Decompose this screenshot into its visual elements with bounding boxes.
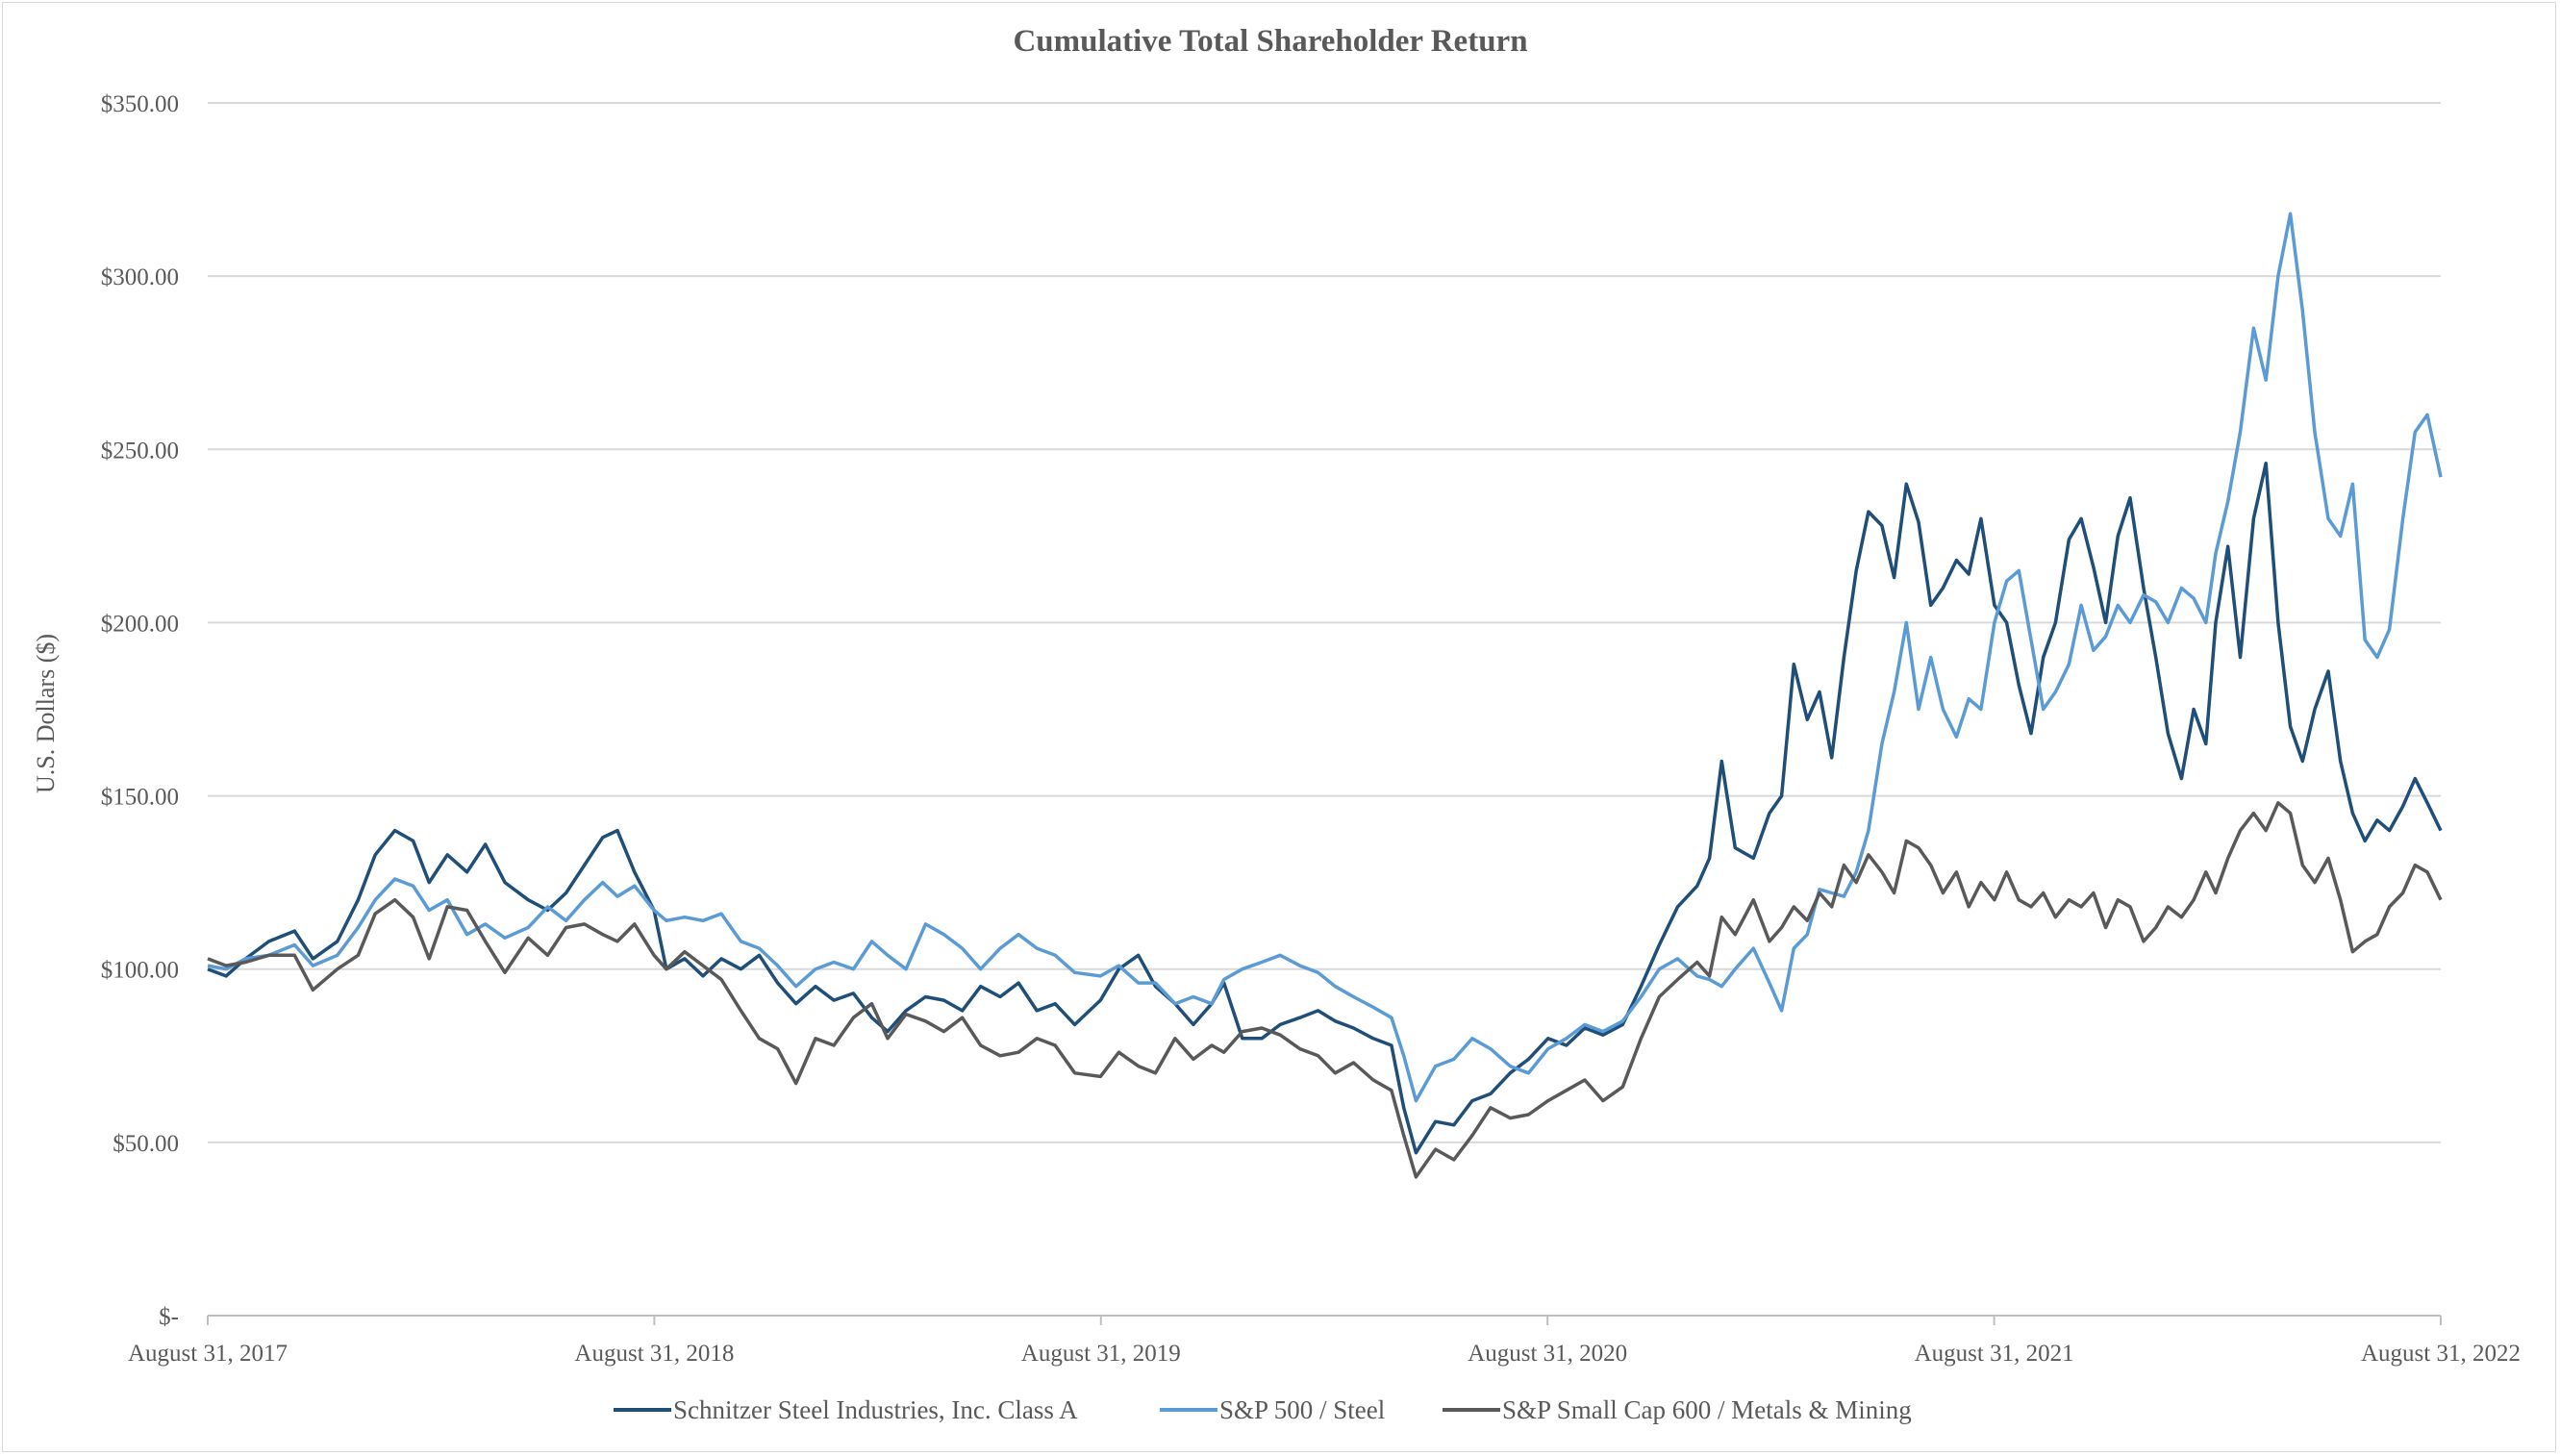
chart-title: Cumulative Total Shareholder Return <box>1013 24 1527 59</box>
y-tick-label: $250.00 <box>101 438 179 464</box>
y-axis-ticks: $- $50.00 $100.00 $150.00 $200.00 $250.00 $300… <box>101 91 179 1330</box>
y-tick-label: $150.00 <box>101 785 179 811</box>
y-tick-label: $300.00 <box>101 264 179 290</box>
series-line-2 <box>207 212 2443 1103</box>
x-tick-label: August 31, 2017 <box>128 1341 288 1367</box>
y-tick-label: $- <box>159 1304 179 1330</box>
x-tick-label: August 31, 2020 <box>1468 1341 1627 1367</box>
x-tick-label: August 31, 2019 <box>1021 1341 1181 1367</box>
y-tick-label: $350.00 <box>101 91 179 117</box>
y-axis-title: U.S. Dollars ($) <box>32 634 60 793</box>
series-lines <box>207 212 2443 1179</box>
y-tick-label: $100.00 <box>101 958 179 984</box>
y-tick-label: $50.00 <box>113 1131 179 1157</box>
series-line-3 <box>207 801 2443 1179</box>
series-line-1 <box>207 461 2443 1155</box>
legend-label: S&P Small Cap 600 / Metals & Mining <box>1502 1395 1912 1424</box>
x-axis: August 31, 2017 August 31, 2018 August 31,… <box>128 1315 2521 1367</box>
gridlines <box>208 102 2441 1143</box>
x-tick-label: August 31, 2022 <box>2361 1341 2521 1367</box>
legend-label: S&P 500 / Steel <box>1219 1395 1385 1424</box>
y-tick-label: $200.00 <box>101 611 179 637</box>
x-tick-label: August 31, 2021 <box>1915 1341 2074 1367</box>
legend: Schnitzer Steel Industries, Inc. Class A… <box>614 1395 1912 1424</box>
x-tick-label: August 31, 2018 <box>574 1341 734 1367</box>
legend-label: Schnitzer Steel Industries, Inc. Class A <box>673 1395 1078 1424</box>
